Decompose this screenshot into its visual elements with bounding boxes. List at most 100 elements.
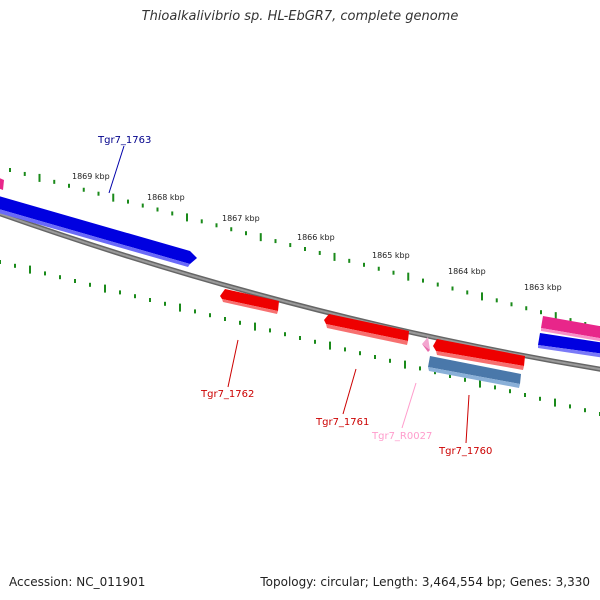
outer-tick — [540, 310, 542, 315]
inner-tick — [569, 404, 571, 409]
inner-tick — [224, 317, 226, 321]
accession-text: Accession: NC_011901 — [9, 575, 146, 589]
outer-tick — [171, 211, 174, 216]
inner-tick — [434, 370, 436, 375]
outer-tick — [304, 247, 306, 251]
gene-arrow-Tgr7_1763[interactable] — [0, 195, 197, 267]
outer-tick — [348, 258, 351, 263]
outer-tick — [186, 213, 188, 222]
kbp-labels: 1869 kbp 1868 kbp 1867 kbp 1866 kbp 1865… — [72, 172, 562, 292]
inner-tick — [479, 379, 481, 388]
outer-tick — [68, 183, 70, 188]
outer-tick — [274, 239, 277, 244]
outer-tick — [259, 233, 262, 242]
inner-tick — [419, 366, 421, 371]
inner-tick — [404, 360, 406, 369]
inner-tick — [449, 374, 451, 378]
outer-tick — [156, 207, 159, 212]
inner-tick — [164, 301, 166, 306]
inner-tick — [194, 309, 196, 314]
outer-tick — [289, 243, 292, 248]
inner-tick — [374, 355, 376, 359]
outer-tick — [230, 227, 233, 232]
inner-tick — [509, 389, 511, 394]
outer-tick — [392, 270, 395, 275]
gene-arrow-Tgr7_1761[interactable] — [324, 314, 409, 345]
inner-tick — [314, 339, 316, 344]
gene-labels: Tgr7_1763 Tgr7_1762 Tgr7_1761 Tgr7_R0027… — [97, 135, 492, 457]
kbp-label-1866: 1866 kbp — [297, 233, 335, 242]
kbp-label-1865: 1865 kbp — [372, 251, 410, 260]
outer-tick — [141, 203, 144, 208]
gene-label-Tgr7_1763[interactable]: Tgr7_1763 — [97, 135, 151, 146]
rna-gene-Tgr7_R0027[interactable] — [422, 337, 430, 352]
gene-leader-lines — [108, 145, 470, 444]
inner-tick — [554, 398, 556, 407]
outer-tick — [481, 292, 483, 301]
rna-gene-feature-right[interactable] — [541, 316, 600, 342]
outer-tick — [97, 191, 100, 196]
inner-tick — [0, 260, 1, 264]
plus-strand-genes — [0, 176, 600, 358]
outer-tick — [318, 250, 321, 255]
inner-tick — [359, 351, 361, 356]
gene-arrow-Tgr7_1760[interactable] — [433, 339, 525, 370]
outer-tick — [82, 187, 85, 192]
inner-tick — [119, 290, 121, 295]
kbp-label-1863: 1863 kbp — [524, 283, 562, 292]
gene-label-Tgr7_1762[interactable]: Tgr7_1762 — [200, 389, 254, 400]
kbp-label-1868: 1868 kbp — [147, 193, 185, 202]
inner-tick — [464, 377, 466, 382]
inner-tick — [284, 332, 286, 337]
outer-tick — [333, 252, 336, 261]
misc-feature-Tgr7_1760[interactable] — [428, 356, 521, 388]
inner-tick — [59, 275, 61, 280]
minus-strand-genes — [220, 289, 525, 388]
inner-tick — [524, 393, 526, 397]
inner-tick — [254, 322, 256, 331]
inner-tick — [584, 408, 586, 413]
inner-tick — [329, 341, 331, 350]
kbp-label-1869: 1869 kbp — [72, 172, 110, 181]
inner-tick — [239, 320, 241, 325]
outer-tick — [53, 179, 56, 184]
gene-label-Tgr7_1760[interactable]: Tgr7_1760 — [438, 446, 492, 457]
outer-tick — [245, 231, 247, 236]
plus-gene-feature-right[interactable] — [538, 333, 600, 358]
outer-tick — [510, 302, 513, 307]
inner-tick — [104, 284, 106, 293]
inner-tick — [344, 347, 346, 352]
inner-tick — [494, 385, 496, 390]
kbp-label-1867: 1867 kbp — [222, 214, 260, 223]
outer-tick — [525, 306, 528, 311]
outer-tick — [436, 282, 439, 287]
inner-tick — [149, 298, 151, 302]
gene-label-Tgr7_R0027[interactable]: Tgr7_R0027 — [371, 431, 432, 442]
outer-tick — [23, 171, 26, 176]
inner-tick — [539, 396, 541, 401]
inner-tick — [14, 263, 16, 268]
outer-tick — [466, 290, 469, 295]
outer-tick — [363, 262, 365, 267]
genome-backbone — [0, 211, 600, 372]
outer-tick — [215, 223, 218, 228]
topology-text: Topology: circular; Length: 3,464,554 bp… — [260, 575, 590, 589]
inner-tick — [209, 313, 211, 318]
inner-tick — [74, 279, 76, 283]
rna-gene-feature-left[interactable] — [0, 176, 4, 190]
genome-title: Thioalkalivibrio sp. HL-EbGR7, complete … — [141, 9, 459, 24]
outer-tick — [112, 193, 115, 202]
inner-tick — [134, 294, 136, 299]
inner-tick — [89, 282, 91, 287]
outer-tick — [9, 168, 11, 172]
outer-tick — [495, 298, 498, 303]
outer-tick — [407, 272, 410, 281]
outer-tick — [451, 286, 454, 291]
kbp-label-1864: 1864 kbp — [448, 267, 486, 276]
outer-tick — [554, 312, 557, 321]
gene-arrow-Tgr7_1762[interactable] — [220, 289, 279, 314]
gene-label-Tgr7_1761[interactable]: Tgr7_1761 — [315, 417, 369, 428]
outer-tick — [569, 318, 572, 323]
outer-tick — [377, 266, 380, 271]
